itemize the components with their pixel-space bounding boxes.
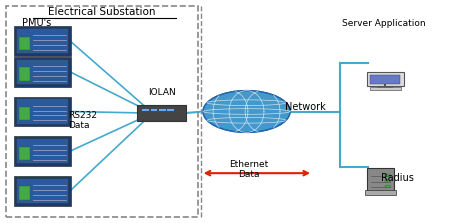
Circle shape xyxy=(385,185,390,188)
FancyBboxPatch shape xyxy=(19,186,30,200)
FancyBboxPatch shape xyxy=(370,87,401,90)
FancyBboxPatch shape xyxy=(6,6,198,217)
FancyBboxPatch shape xyxy=(18,179,68,203)
FancyBboxPatch shape xyxy=(18,99,68,124)
FancyBboxPatch shape xyxy=(19,107,30,120)
Text: Electrical Substation: Electrical Substation xyxy=(48,7,156,17)
FancyBboxPatch shape xyxy=(19,67,30,81)
FancyBboxPatch shape xyxy=(19,147,30,160)
FancyBboxPatch shape xyxy=(18,29,68,53)
FancyBboxPatch shape xyxy=(14,26,71,56)
FancyBboxPatch shape xyxy=(14,176,71,206)
Circle shape xyxy=(385,174,390,177)
FancyBboxPatch shape xyxy=(370,74,400,84)
FancyBboxPatch shape xyxy=(14,57,71,87)
FancyBboxPatch shape xyxy=(18,60,68,84)
FancyBboxPatch shape xyxy=(366,72,404,86)
Circle shape xyxy=(203,91,290,132)
FancyBboxPatch shape xyxy=(14,97,71,126)
Text: PMU's: PMU's xyxy=(22,18,51,28)
FancyBboxPatch shape xyxy=(367,168,394,191)
FancyBboxPatch shape xyxy=(137,105,186,121)
FancyBboxPatch shape xyxy=(18,139,68,163)
Text: Ethernet
Data: Ethernet Data xyxy=(229,160,268,179)
Text: IOLAN: IOLAN xyxy=(148,88,176,97)
Circle shape xyxy=(385,180,390,182)
FancyBboxPatch shape xyxy=(19,37,30,50)
Text: Server Application: Server Application xyxy=(342,19,426,28)
Text: RS232
Data: RS232 Data xyxy=(68,111,97,130)
Text: Network: Network xyxy=(284,102,325,112)
Text: Radius: Radius xyxy=(381,173,414,183)
FancyBboxPatch shape xyxy=(365,190,396,195)
FancyBboxPatch shape xyxy=(14,136,71,166)
